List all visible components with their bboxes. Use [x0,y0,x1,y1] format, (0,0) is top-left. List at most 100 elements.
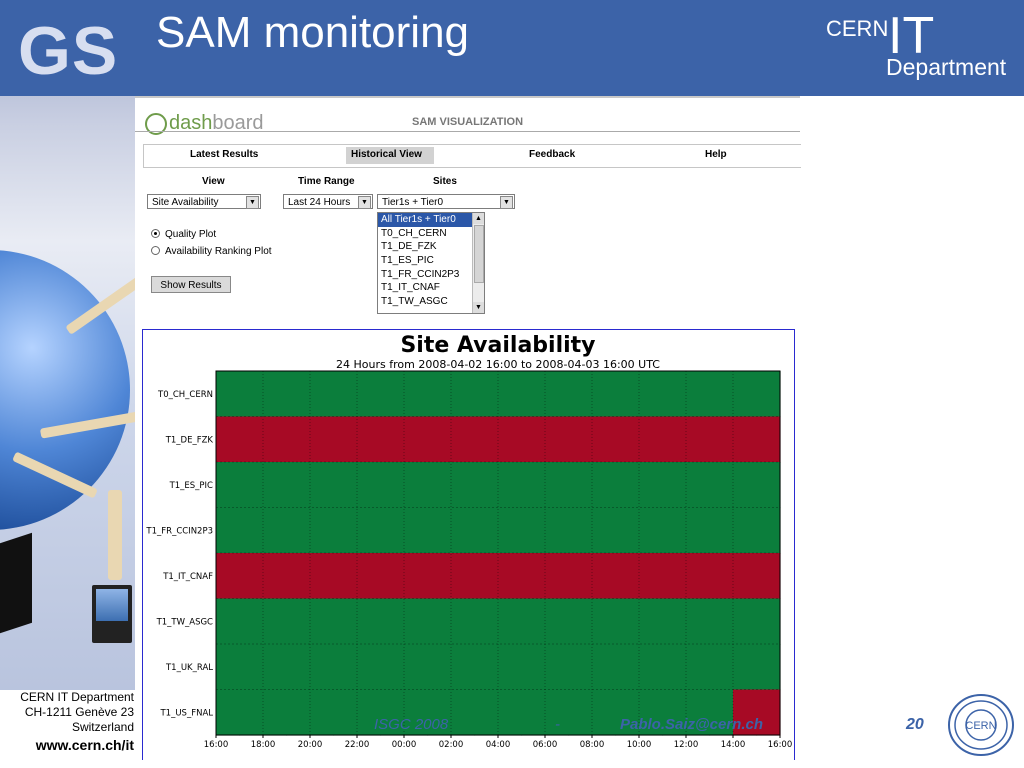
heatmap-cell [592,462,617,509]
radio-quality-plot[interactable]: Quality Plot [151,228,216,240]
sites-option[interactable]: T1_TW_ASGC [381,296,448,308]
heatmap-cell [263,598,288,645]
nav-historical-view[interactable]: Historical View [351,149,422,160]
heatmap-cell [639,462,664,509]
heatmap-cell [451,462,476,509]
sites-listbox[interactable]: All Tier1s + Tier0 T0_CH_CERN T1_DE_FZK T1_… [377,212,485,314]
scroll-thumb[interactable] [474,225,484,283]
heatmap-cell [568,553,593,600]
heatmap-cell [521,553,546,600]
heatmap-cell [427,644,452,691]
heatmap-cell [333,462,358,509]
heatmap-cell [615,598,640,645]
chevron-down-icon[interactable]: ▼ [246,196,259,209]
heatmap-cell [310,507,335,554]
nav-latest-results[interactable]: Latest Results [190,149,259,160]
heatmap-cell [686,598,711,645]
heatmap-cell [756,553,781,600]
heatmap-cell [380,416,405,463]
heatmap-cell [592,644,617,691]
radio-button-icon[interactable] [151,228,160,238]
heatmap-cell [333,553,358,600]
nav-feedback[interactable]: Feedback [529,149,576,160]
address-line: CERN IT Department [20,690,134,704]
heatmap-cell [380,371,405,418]
heatmap-cell [756,644,781,691]
heatmap-cell [310,689,335,736]
heatmap-cell [498,644,523,691]
heatmap-cell [756,598,781,645]
heatmap-cell [427,462,452,509]
heatmap-cell [286,598,311,645]
sites-option[interactable]: T0_CH_CERN [381,227,447,239]
heatmap-cell [216,507,241,554]
heatmap-cell [662,507,687,554]
heatmap-cell [498,598,523,645]
heatmap-cell [263,507,288,554]
scroll-down-icon[interactable]: ▼ [473,302,484,313]
heatmap-cell [709,416,734,463]
sites-option[interactable]: T1_FR_CCIN2P3 [381,268,460,280]
gs-logo-band: GS [0,0,135,96]
x-tick-label: 16:00 [768,740,793,750]
heatmap-cell [286,689,311,736]
sites-option[interactable]: T1_ES_PIC [381,255,434,267]
heatmap-cell [474,598,499,645]
heatmap-cell [615,689,640,736]
x-tick-label: 20:00 [298,740,323,750]
heatmap-cell [216,598,241,645]
cern-it-logo-department: Department [886,54,1007,80]
heatmap-cell [733,553,758,600]
footer-conference: ISGC 2008 [374,716,449,733]
sites-select[interactable]: Tier1s + Tier0 ▼ [377,194,515,209]
globe-image [0,250,130,530]
footer-separator: - [555,716,560,733]
gs-logo: GS [18,13,119,89]
heatmap-cell [333,507,358,554]
heatmap-cell [357,689,382,736]
chevron-down-icon[interactable]: ▼ [358,196,371,209]
heatmap-cell [310,644,335,691]
active-tab-highlight [346,147,434,164]
sites-label: Sites [433,176,457,187]
heatmap-cell [404,371,429,418]
x-tick-label: 14:00 [721,740,746,750]
sites-option[interactable]: T1_DE_FZK [381,241,437,253]
show-results-button[interactable]: Show Results [151,276,231,293]
x-tick-label: 04:00 [486,740,511,750]
chart-title: Site Availability [400,333,595,358]
heatmap-cell [498,371,523,418]
heatmap-cell [521,644,546,691]
x-tick-label: 16:00 [204,740,229,750]
sites-option[interactable]: All Tier1s + Tier0 [378,213,484,227]
chevron-down-icon[interactable]: ▼ [500,196,513,209]
heatmap-cell [380,507,405,554]
heatmap-cell [545,416,570,463]
address-line: Switzerland [71,720,134,734]
view-select[interactable]: Site Availability ▼ [147,194,261,209]
heatmap-cell [615,644,640,691]
heatmap-cell [686,416,711,463]
site-label: T1_UK_RAL [165,663,213,673]
heatmap-cell [756,689,781,736]
scroll-up-icon[interactable]: ▲ [473,213,484,224]
heatmap-cell [216,553,241,600]
heatmap-cell [286,371,311,418]
heatmap-cell [756,371,781,418]
sites-option[interactable]: T1_IT_CNAF [381,282,440,294]
site-label: T0_CH_CERN [157,390,213,400]
footer-url[interactable]: www.cern.ch/it [35,737,134,753]
heatmap-cell [333,689,358,736]
radio-button-icon[interactable] [151,245,160,255]
listbox-scrollbar[interactable]: ▲ ▼ [472,213,484,313]
heatmap-cell [568,689,593,736]
footer-address: CERN IT Department CH-1211 Genève 23 Swi… [6,690,134,735]
heatmap-cell [498,507,523,554]
radio-availability-ranking-plot[interactable]: Availability Ranking Plot [151,245,272,257]
time-range-select[interactable]: Last 24 Hours ▼ [283,194,373,209]
heatmap-cell [357,416,382,463]
footer-author-email[interactable]: Pablo.Saiz@cern.ch [620,716,764,733]
heatmap-cell [568,371,593,418]
nav-help[interactable]: Help [705,149,727,160]
heatmap-cell [216,371,241,418]
